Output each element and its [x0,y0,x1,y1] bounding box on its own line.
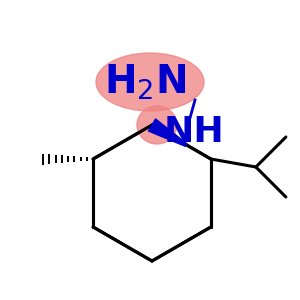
Ellipse shape [96,53,204,111]
Ellipse shape [137,106,177,144]
Polygon shape [148,119,187,146]
Text: H$_2$N: H$_2$N [104,62,186,102]
Text: NH: NH [164,115,224,149]
